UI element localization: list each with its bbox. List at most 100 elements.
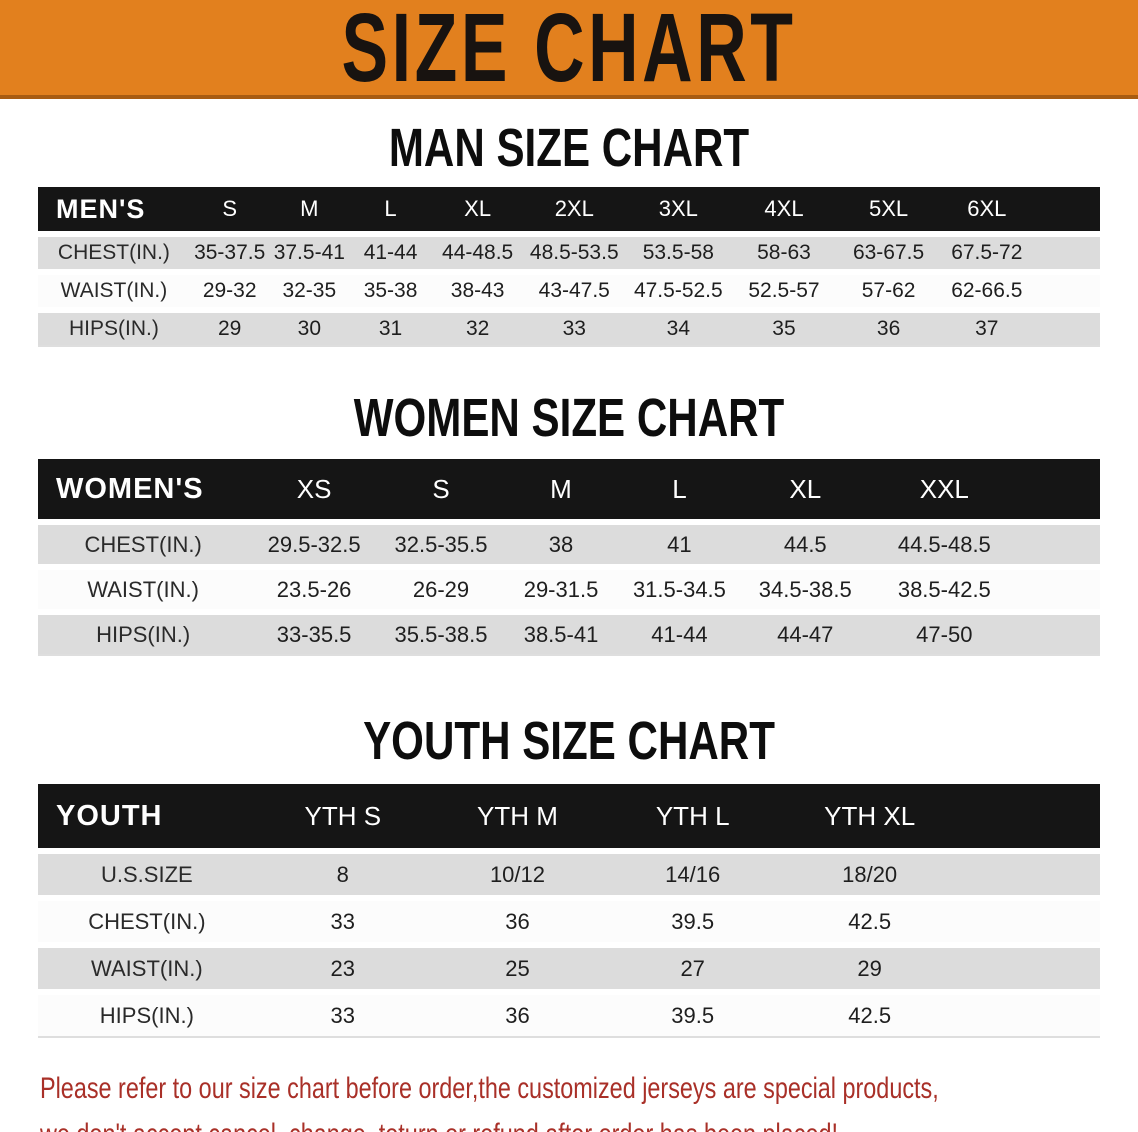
size-value-cell: 30 xyxy=(269,307,350,347)
size-column-header: YTH XL xyxy=(780,784,1100,848)
size-value-cell: 33 xyxy=(255,989,430,1038)
section-heading: MAN SIZE CHART xyxy=(388,118,750,178)
size-value-cell: 42.5 xyxy=(780,895,1100,942)
size-value-cell: 57-62 xyxy=(836,269,941,307)
table-row: HIPS(IN.) 33 36 39.5 42.5 xyxy=(38,989,1100,1038)
measure-row-label: WAIST(IN.) xyxy=(38,564,249,609)
table-row: CHEST(IN.) 35-37.5 37.5-41 41-44 44-48.5 48.5… xyxy=(38,231,1100,269)
size-value-cell: 44-48.5 xyxy=(431,231,524,269)
notice-line-2: we don't accept cancel, change, teturn o… xyxy=(40,1112,896,1132)
size-column-header: YTH S xyxy=(255,784,430,848)
size-value-cell: 35.5-38.5 xyxy=(379,609,503,656)
size-value-cell: 62-66.5 xyxy=(940,269,1100,307)
size-value-cell: 39.5 xyxy=(605,989,781,1038)
size-value-cell: 29-31.5 xyxy=(502,564,620,609)
size-value-cell: 47.5-52.5 xyxy=(625,269,732,307)
size-value-cell: 35-37.5 xyxy=(189,231,270,269)
size-value-cell: 33 xyxy=(523,307,626,347)
table-row: WAIST(IN.) 23 25 27 29 xyxy=(38,942,1100,989)
measure-row-label: CHEST(IN.) xyxy=(38,231,190,269)
table-row: U.S.SIZE 8 10/12 14/16 18/20 xyxy=(38,848,1100,895)
measure-row-label: HIPS(IN.) xyxy=(38,609,249,656)
size-value-cell: 23 xyxy=(255,942,430,989)
section-men: MAN SIZE CHART MEN'S S M L XL 2XL 3XL 4XL 5XL 6XL… xyxy=(0,99,1138,347)
size-value-cell: 41-44 xyxy=(349,231,432,269)
size-value-cell: 48.5-53.5 xyxy=(523,231,626,269)
size-value-cell: 39.5 xyxy=(605,895,781,942)
measure-row-label: U.S.SIZE xyxy=(38,848,256,895)
size-value-cell: 14/16 xyxy=(605,848,781,895)
table-row: CHEST(IN.) 33 36 39.5 42.5 xyxy=(38,895,1100,942)
size-column-header: 6XL xyxy=(940,187,1100,231)
size-value-cell: 27 xyxy=(605,942,781,989)
size-value-cell: 34.5-38.5 xyxy=(738,564,872,609)
size-value-cell: 33 xyxy=(255,895,430,942)
size-value-cell: 32 xyxy=(431,307,524,347)
table-row: WAIST(IN.) 23.5-26 26-29 29-31.5 31.5-34.5 34… xyxy=(38,564,1100,609)
size-column-header: XL xyxy=(738,459,872,519)
size-value-cell: 38-43 xyxy=(431,269,524,307)
size-value-cell: 23.5-26 xyxy=(248,564,380,609)
table-group-label: MEN'S xyxy=(38,187,190,231)
size-value-cell: 38 xyxy=(502,519,620,564)
banner: SIZE CHART xyxy=(0,0,1138,99)
size-value-cell: 36 xyxy=(429,895,606,942)
section-heading: WOMEN SIZE CHART xyxy=(353,388,785,448)
size-value-cell: 32.5-35.5 xyxy=(379,519,503,564)
size-value-cell: 67.5-72 xyxy=(940,231,1100,269)
size-column-header: S xyxy=(379,459,503,519)
size-value-cell: 44.5 xyxy=(738,519,872,564)
size-value-cell: 53.5-58 xyxy=(625,231,732,269)
size-value-cell: 58-63 xyxy=(731,231,837,269)
size-value-cell: 29.5-32.5 xyxy=(248,519,380,564)
size-value-cell: 10/12 xyxy=(429,848,606,895)
size-value-cell: 35 xyxy=(731,307,837,347)
measure-row-label: HIPS(IN.) xyxy=(38,989,256,1038)
size-value-cell: 34 xyxy=(625,307,732,347)
size-column-header: 4XL xyxy=(731,187,837,231)
size-column-header: L xyxy=(619,459,739,519)
size-value-cell: 47-50 xyxy=(871,609,1100,656)
table-row: CHEST(IN.) 29.5-32.5 32.5-35.5 38 41 44.5 44.5… xyxy=(38,519,1100,564)
size-value-cell: 63-67.5 xyxy=(836,231,941,269)
size-column-header: XS xyxy=(248,459,380,519)
size-value-cell: 38.5-41 xyxy=(502,609,620,656)
size-value-cell: 18/20 xyxy=(780,848,1100,895)
size-value-cell: 29 xyxy=(189,307,270,347)
size-column-header: XL xyxy=(431,187,524,231)
size-value-cell: 37.5-41 xyxy=(269,231,350,269)
table-header-row: WOMEN'S XS S M L XL XXL xyxy=(38,459,1100,519)
size-value-cell: 36 xyxy=(429,989,606,1038)
size-column-header: M xyxy=(502,459,620,519)
footer-notice: Please refer to our size chart before or… xyxy=(40,1066,1138,1132)
size-value-cell: 36 xyxy=(836,307,941,347)
size-value-cell: 41 xyxy=(619,519,739,564)
size-value-cell: 32-35 xyxy=(269,269,350,307)
size-value-cell: 35-38 xyxy=(349,269,432,307)
size-column-header: S xyxy=(189,187,270,231)
size-value-cell: 44-47 xyxy=(738,609,872,656)
size-value-cell: 33-35.5 xyxy=(248,609,380,656)
section-youth: YOUTH SIZE CHART YOUTH YTH S YTH M YTH L YTH… xyxy=(0,656,1138,1038)
size-value-cell: 31.5-34.5 xyxy=(619,564,739,609)
size-column-header: M xyxy=(269,187,350,231)
measure-row-label: CHEST(IN.) xyxy=(38,895,256,942)
size-value-cell: 29 xyxy=(780,942,1100,989)
size-column-header: 5XL xyxy=(836,187,941,231)
measure-row-label: WAIST(IN.) xyxy=(38,942,256,989)
youth-size-table: YOUTH YTH S YTH M YTH L YTH XL U.S.SIZE 8 10/12… xyxy=(38,784,1100,1038)
table-row: HIPS(IN.) 29 30 31 32 33 34 35 36 37 xyxy=(38,307,1100,347)
section-heading: YOUTH SIZE CHART xyxy=(363,711,775,771)
table-header-row: YOUTH YTH S YTH M YTH L YTH XL xyxy=(38,784,1100,848)
notice-line-1: Please refer to our size chart before or… xyxy=(40,1072,939,1105)
table-row: WAIST(IN.) 29-32 32-35 35-38 38-43 43-47.5 47.… xyxy=(38,269,1100,307)
table-group-label: WOMEN'S xyxy=(38,459,249,519)
measure-row-label: HIPS(IN.) xyxy=(38,307,190,347)
size-value-cell: 8 xyxy=(255,848,430,895)
size-value-cell: 44.5-48.5 xyxy=(871,519,1100,564)
table-header-row: MEN'S S M L XL 2XL 3XL 4XL 5XL 6XL xyxy=(38,187,1100,231)
size-value-cell: 41-44 xyxy=(619,609,739,656)
size-value-cell: 31 xyxy=(349,307,432,347)
measure-row-label: CHEST(IN.) xyxy=(38,519,249,564)
